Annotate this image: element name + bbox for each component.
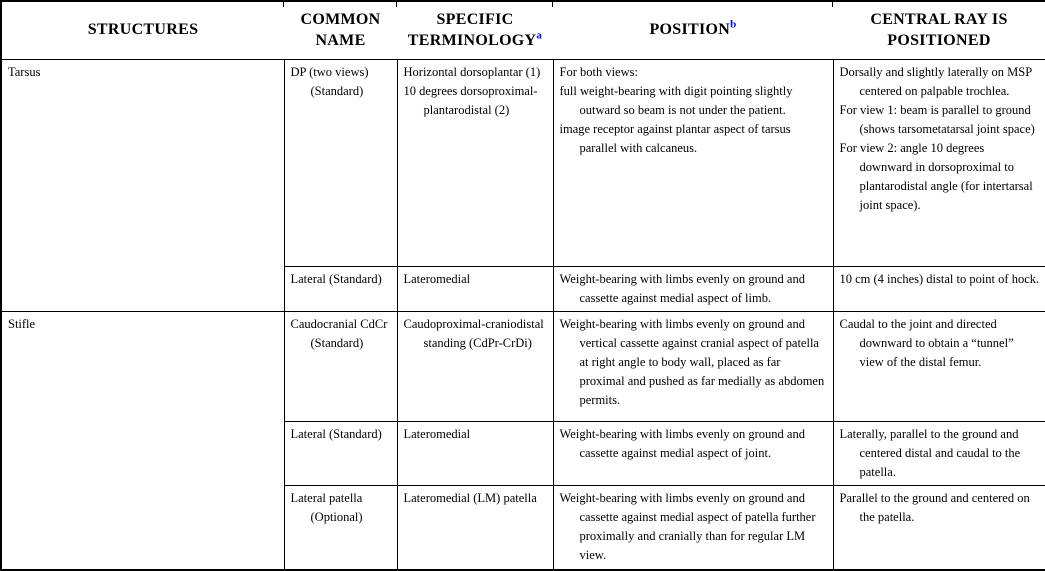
cell-paragraph: Lateral (Standard): [290, 271, 382, 286]
column-header-specific-terminology: SPECIFIC TERMINOLOGYa: [396, 1, 553, 60]
cell-paragraph: Horizontal dorsoplantar (1): [403, 64, 541, 79]
cell-paragraph: Weight-bearing with limbs evenly on grou…: [559, 316, 825, 407]
table-row-tarsus-lateral: Lateral (Standard) Lateromedial Weight-b…: [1, 265, 1045, 312]
cell-paragraph: Lateral patella (Optional): [290, 490, 363, 524]
cell-paragraph: Lateromedial (LM) patella: [403, 490, 537, 505]
header-label: POSITION: [649, 21, 731, 39]
column-header-central-ray: CENTRAL RAY IS POSITIONED: [832, 1, 1045, 60]
cell-paragraph: Weight-bearing with limbs evenly on grou…: [559, 490, 816, 562]
column-header-common-name: COMMON NAME: [283, 1, 397, 60]
header-row: STRUCTURES COMMON NAME SPECIFIC TERMINOL…: [1, 1, 1045, 60]
cell-common-name: Caudocranial CdCr (Standard): [283, 310, 398, 422]
cell-paragraph: Lateral (Standard): [290, 426, 382, 441]
table-body: Tarsus DP (two views) (Standard) Horizon…: [0, 58, 1045, 571]
cell-paragraph: Lateromedial: [403, 271, 471, 286]
cell-position: For both views: full weight-bearing with …: [552, 58, 834, 267]
header-label: CENTRAL RAY IS POSITIONED: [870, 10, 1008, 50]
cell-structure-tarsus: Tarsus: [0, 58, 285, 312]
cell-paragraph: Weight-bearing with limbs evenly on grou…: [559, 271, 805, 305]
header-label: SPECIFIC TERMINOLOGY: [407, 10, 537, 50]
cell-position: Weight-bearing with limbs evenly on grou…: [552, 265, 834, 312]
cell-paragraph: Caudal to the joint and directed downwar…: [839, 316, 1014, 369]
cell-central-ray: Caudal to the joint and directed downwar…: [832, 310, 1045, 422]
cell-specific-terminology: Horizontal dorsoplantar (1) 10 degrees do…: [396, 58, 554, 267]
cell-paragraph: 10 cm (4 inches) distal to point of hock…: [839, 271, 1040, 286]
cell-paragraph: image receptor against plantar aspect of…: [559, 121, 791, 155]
cell-specific-terminology: Lateromedial: [396, 420, 554, 486]
cell-paragraph: Weight-bearing with limbs evenly on grou…: [559, 426, 805, 460]
cell-specific-terminology: Lateromedial: [396, 265, 554, 312]
header-superscript-b: b: [730, 19, 737, 32]
cell-paragraph: Tarsus: [8, 64, 41, 79]
cell-paragraph: Lateromedial: [403, 426, 471, 441]
cell-paragraph: For view 2: angle 10 degrees downward in…: [839, 140, 1033, 212]
cell-paragraph: Stifle: [8, 316, 36, 331]
cell-common-name: Lateral patella (Optional): [283, 484, 398, 571]
cell-position: Weight-bearing with limbs evenly on grou…: [552, 484, 834, 571]
cell-central-ray: Parallel to the ground and centered on t…: [832, 484, 1045, 571]
cell-central-ray: 10 cm (4 inches) distal to point of hock…: [832, 265, 1045, 312]
cell-paragraph: Parallel to the ground and centered on t…: [839, 490, 1030, 524]
table-row-tarsus-dp: Tarsus DP (two views) (Standard) Horizon…: [0, 58, 1045, 312]
cell-paragraph: DP (two views) (Standard): [290, 64, 369, 98]
cell-common-name: DP (two views) (Standard): [283, 58, 398, 267]
cell-paragraph: Dorsally and slightly laterally on MSP c…: [839, 64, 1032, 98]
table-row-stifle-lateral-patella: Lateral patella (Optional) Lateromedial …: [1, 484, 1045, 571]
cell-paragraph: Laterally, parallel to the ground and ce…: [839, 426, 1021, 479]
cell-paragraph: Caudocranial CdCr (Standard): [290, 316, 388, 350]
cell-central-ray: Dorsally and slightly laterally on MSP c…: [832, 58, 1045, 267]
cell-common-name: Lateral (Standard): [283, 420, 398, 486]
cell-structure-stifle: Stifle: [0, 310, 285, 571]
table-row-stifle-lateral: Lateral (Standard) Lateromedial Weight-b…: [1, 420, 1045, 486]
cell-specific-terminology: Caudoproximal-craniodistal standing (CdP…: [396, 310, 554, 422]
cell-paragraph: 10 degrees dorsoproximal-plantarodistal …: [403, 83, 538, 117]
cell-position: Weight-bearing with limbs evenly on grou…: [552, 310, 834, 422]
header-superscript-a: a: [536, 29, 543, 42]
cell-paragraph: For both views:: [559, 64, 638, 79]
header-label: COMMON NAME: [300, 10, 381, 50]
cell-position: Weight-bearing with limbs evenly on grou…: [552, 420, 834, 486]
cell-specific-terminology: Lateromedial (LM) patella: [396, 484, 554, 571]
column-header-position: POSITIONb: [552, 1, 833, 60]
cell-central-ray: Laterally, parallel to the ground and ce…: [832, 420, 1045, 486]
table-header: STRUCTURES COMMON NAME SPECIFIC TERMINOL…: [1, 1, 1045, 60]
table-row-stifle-caudocranial: Stifle Caudocranial CdCr (Standard) Caud…: [0, 310, 1045, 571]
cell-common-name: Lateral (Standard): [283, 265, 398, 312]
cell-paragraph: Caudoproximal-craniodistal standing (CdP…: [403, 316, 544, 350]
header-label: STRUCTURES: [87, 21, 199, 39]
cell-paragraph: full weight-bearing with digit pointing …: [559, 83, 793, 117]
cell-paragraph: For view 1: beam is parallel to ground (…: [839, 102, 1035, 136]
column-header-structures: STRUCTURES: [1, 1, 284, 60]
